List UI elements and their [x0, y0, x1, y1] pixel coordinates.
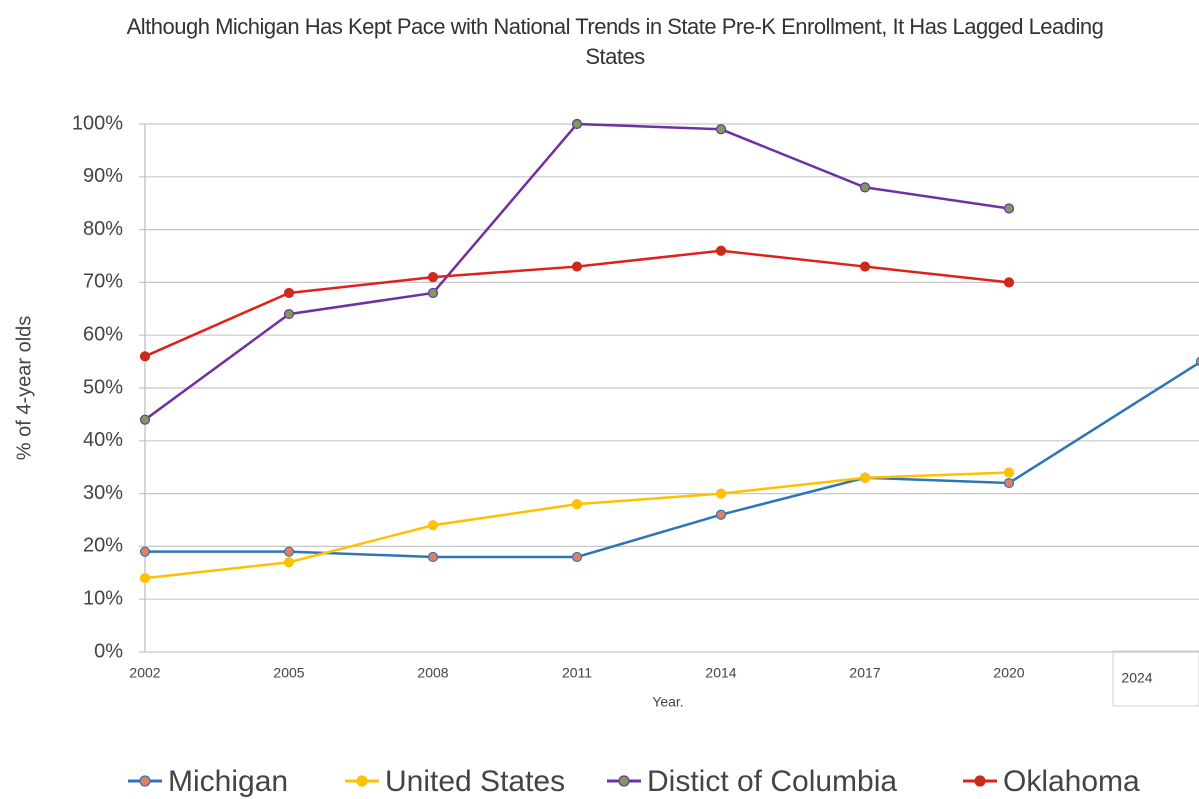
x-tick-label: 2024 — [1121, 670, 1152, 686]
point — [715, 124, 727, 135]
point — [715, 245, 727, 256]
x-tick-label: 2008 — [417, 665, 448, 681]
point — [571, 118, 583, 130]
point — [1003, 277, 1015, 288]
y-tick-label: 100% — [72, 112, 123, 134]
x-tick-label: 2017 — [849, 665, 880, 681]
y-tick-label: 10% — [83, 587, 123, 609]
point — [427, 520, 439, 531]
point — [139, 414, 151, 425]
point — [283, 557, 295, 568]
x-tick-label: 2020 — [993, 665, 1024, 681]
y-tick-label: 20% — [83, 535, 123, 557]
x-axis-label: Year. — [652, 694, 683, 710]
series-line — [145, 361, 1199, 559]
legend-label: Oklahoma — [1003, 765, 1140, 798]
point — [427, 287, 439, 299]
point — [139, 351, 151, 362]
x-tick-label: 2002 — [129, 665, 160, 681]
y-tick-label: 70% — [83, 271, 123, 293]
x-tick-label: 2005 — [273, 665, 304, 681]
point — [571, 551, 583, 563]
y-tick-label: 0% — [94, 640, 123, 662]
point — [571, 499, 583, 510]
point — [1003, 477, 1015, 489]
legend-marker — [139, 775, 151, 787]
y-tick-label: 50% — [83, 376, 123, 398]
legend-label: Michigan — [168, 765, 288, 798]
point — [1003, 467, 1015, 478]
x-tick-label: 2014 — [705, 665, 736, 681]
legend-label: Distict of Columbia — [647, 765, 897, 798]
y-tick-label: 80% — [83, 218, 123, 240]
point — [859, 182, 871, 193]
legend-marker — [618, 775, 630, 787]
point — [139, 572, 151, 584]
y-tick-label: 60% — [83, 323, 123, 345]
y-tick-label: 30% — [83, 482, 123, 504]
chart-title: Although Michigan Has Kept Pace with Nat… — [126, 14, 1104, 69]
point — [283, 287, 295, 299]
point — [427, 551, 439, 563]
tick-box — [1112, 650, 1199, 707]
point — [715, 488, 727, 499]
y-axis-label: % of 4-year olds — [13, 316, 35, 461]
point — [1003, 203, 1015, 214]
x-tick-label: 2011 — [562, 665, 592, 681]
legend-marker — [356, 775, 368, 787]
point — [715, 509, 727, 520]
point — [427, 272, 439, 283]
point — [571, 261, 583, 272]
point — [859, 261, 871, 272]
point — [139, 546, 151, 557]
series-line — [144, 122, 1010, 421]
legend-marker — [974, 775, 986, 787]
point — [283, 308, 295, 320]
y-tick-label: 40% — [83, 429, 123, 451]
series-line — [144, 471, 1010, 580]
point — [1195, 356, 1199, 367]
y-tick-label: 90% — [83, 165, 123, 187]
legend-label: United States — [385, 765, 565, 798]
point — [859, 472, 871, 483]
point — [283, 546, 295, 557]
